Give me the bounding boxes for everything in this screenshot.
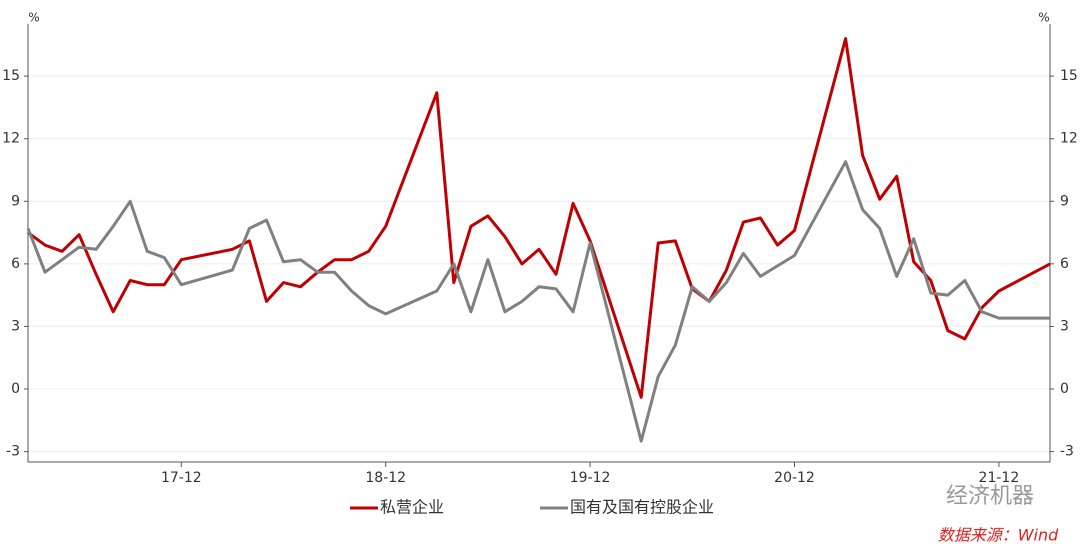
y-tick-label: 12 [2,131,20,147]
source-note: 数据来源：Wind [938,526,1059,544]
series-line [26,160,1050,443]
y2-tick-label: 12 [1060,131,1078,147]
y2-axis-unit: % [1038,11,1049,25]
legend-label: 私营企业 [380,498,444,517]
legend-label: 国有及国有控股企业 [570,498,714,517]
y2-tick-label: 3 [1060,318,1069,334]
x-tick-label: 20-12 [774,470,815,486]
x-tick-label: 17-12 [161,470,202,486]
y2-tick-label: 0 [1060,381,1069,397]
y-tick-label: 9 [11,193,20,209]
y-tick-label: 6 [11,256,20,272]
y-tick-label: -3 [6,444,20,460]
y2-tick-label: -3 [1060,444,1074,460]
y-axis-unit: % [28,11,39,25]
watermark: 经济机器 [946,484,1034,509]
y-tick-label: 3 [11,318,20,334]
x-tick-label: 19-12 [570,470,611,486]
y2-tick-label: 6 [1060,256,1069,272]
y2-tick-label: 9 [1060,193,1069,209]
series-line [27,37,1051,399]
x-tick-label: 18-12 [365,470,406,486]
x-tick-label: 21-12 [979,470,1020,486]
y-tick-label: 15 [2,68,20,84]
y2-tick-label: 15 [1060,68,1078,84]
y-tick-label: 0 [11,381,20,397]
